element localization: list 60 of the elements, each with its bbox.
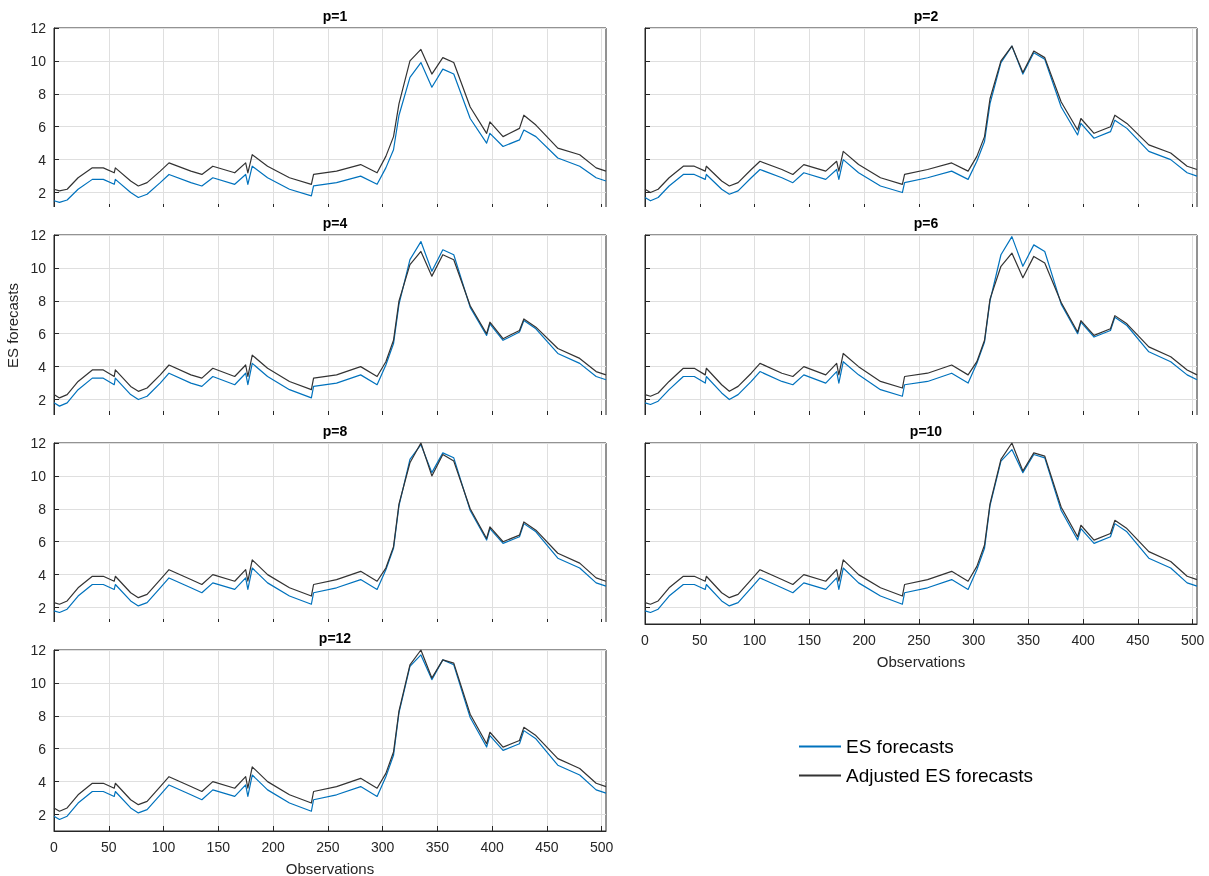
y-tick-label: 2 xyxy=(38,391,47,408)
y-tick-label: 12 xyxy=(30,227,47,243)
x-tick-label: 500 xyxy=(589,839,614,855)
chart-title: p=4 xyxy=(322,215,348,231)
x-axis-title: Observations xyxy=(285,860,375,876)
x-tick-label: 350 xyxy=(1016,632,1041,648)
y-tick-label: 6 xyxy=(38,118,47,135)
y-axis-title: ES forecasts xyxy=(3,282,21,369)
y-tick-label: 4 xyxy=(38,566,47,583)
x-tick-label: 300 xyxy=(961,632,986,648)
chart-title: p=12 xyxy=(318,630,352,646)
x-tick-label: 200 xyxy=(261,839,285,855)
y-tick-label: 2 xyxy=(38,806,47,823)
x-tick-label: 400 xyxy=(480,839,504,855)
x-tick-label: 450 xyxy=(535,839,559,855)
x-tick-label: 250 xyxy=(907,632,931,648)
x-tick-label: 100 xyxy=(742,632,767,648)
x-tick-label: 150 xyxy=(797,632,822,648)
x-tick-label: 0 xyxy=(50,839,59,855)
chart-title: p=8 xyxy=(322,423,348,439)
x-tick-label: 450 xyxy=(1126,632,1150,648)
chart-title: p=6 xyxy=(913,215,939,231)
y-tick-label: 10 xyxy=(30,52,47,69)
x-tick-label: 200 xyxy=(852,632,876,648)
y-tick-label: 8 xyxy=(38,500,47,517)
x-axis-title: Observations xyxy=(876,653,966,670)
y-tick-label: 10 xyxy=(30,467,47,484)
y-tick-label: 8 xyxy=(38,292,47,309)
x-tick-label: 350 xyxy=(425,839,450,855)
y-tick-label: 4 xyxy=(38,151,47,168)
y-tick-label: 10 xyxy=(30,259,47,276)
chart-title: p=1 xyxy=(322,8,348,24)
x-tick-label: 0 xyxy=(641,632,650,648)
y-tick-label: 12 xyxy=(30,435,47,451)
x-tick-label: 500 xyxy=(1180,632,1205,648)
x-tick-label: 250 xyxy=(316,839,340,855)
y-tick-label: 8 xyxy=(38,707,47,724)
y-tick-label: 8 xyxy=(38,85,47,102)
line-series xyxy=(53,61,607,204)
y-tick-label: 12 xyxy=(30,642,47,658)
chart-title: p=2 xyxy=(913,8,939,24)
y-tick-label: 10 xyxy=(30,674,47,691)
y-tick-label: 12 xyxy=(30,20,47,36)
line-series xyxy=(53,48,607,192)
y-tick-label: 6 xyxy=(38,740,47,757)
x-tick-label: 150 xyxy=(206,839,231,855)
y-tick-label: 4 xyxy=(38,773,47,790)
y-tick-label: 6 xyxy=(38,325,47,342)
chart-title: p=10 xyxy=(909,423,943,439)
legend-label: Adjusted ES forecasts xyxy=(846,765,1033,786)
x-tick-label: 300 xyxy=(370,839,395,855)
x-tick-label: 50 xyxy=(691,632,708,648)
x-tick-label: 100 xyxy=(151,839,176,855)
x-tick-label: 400 xyxy=(1071,632,1095,648)
y-tick-label: 4 xyxy=(38,358,47,375)
y-tick-label: 2 xyxy=(38,184,47,201)
y-tick-label: 2 xyxy=(38,599,47,616)
x-tick-label: 50 xyxy=(100,839,117,855)
legend-label: ES forecasts xyxy=(846,736,954,757)
y-tick-label: 6 xyxy=(38,533,47,550)
